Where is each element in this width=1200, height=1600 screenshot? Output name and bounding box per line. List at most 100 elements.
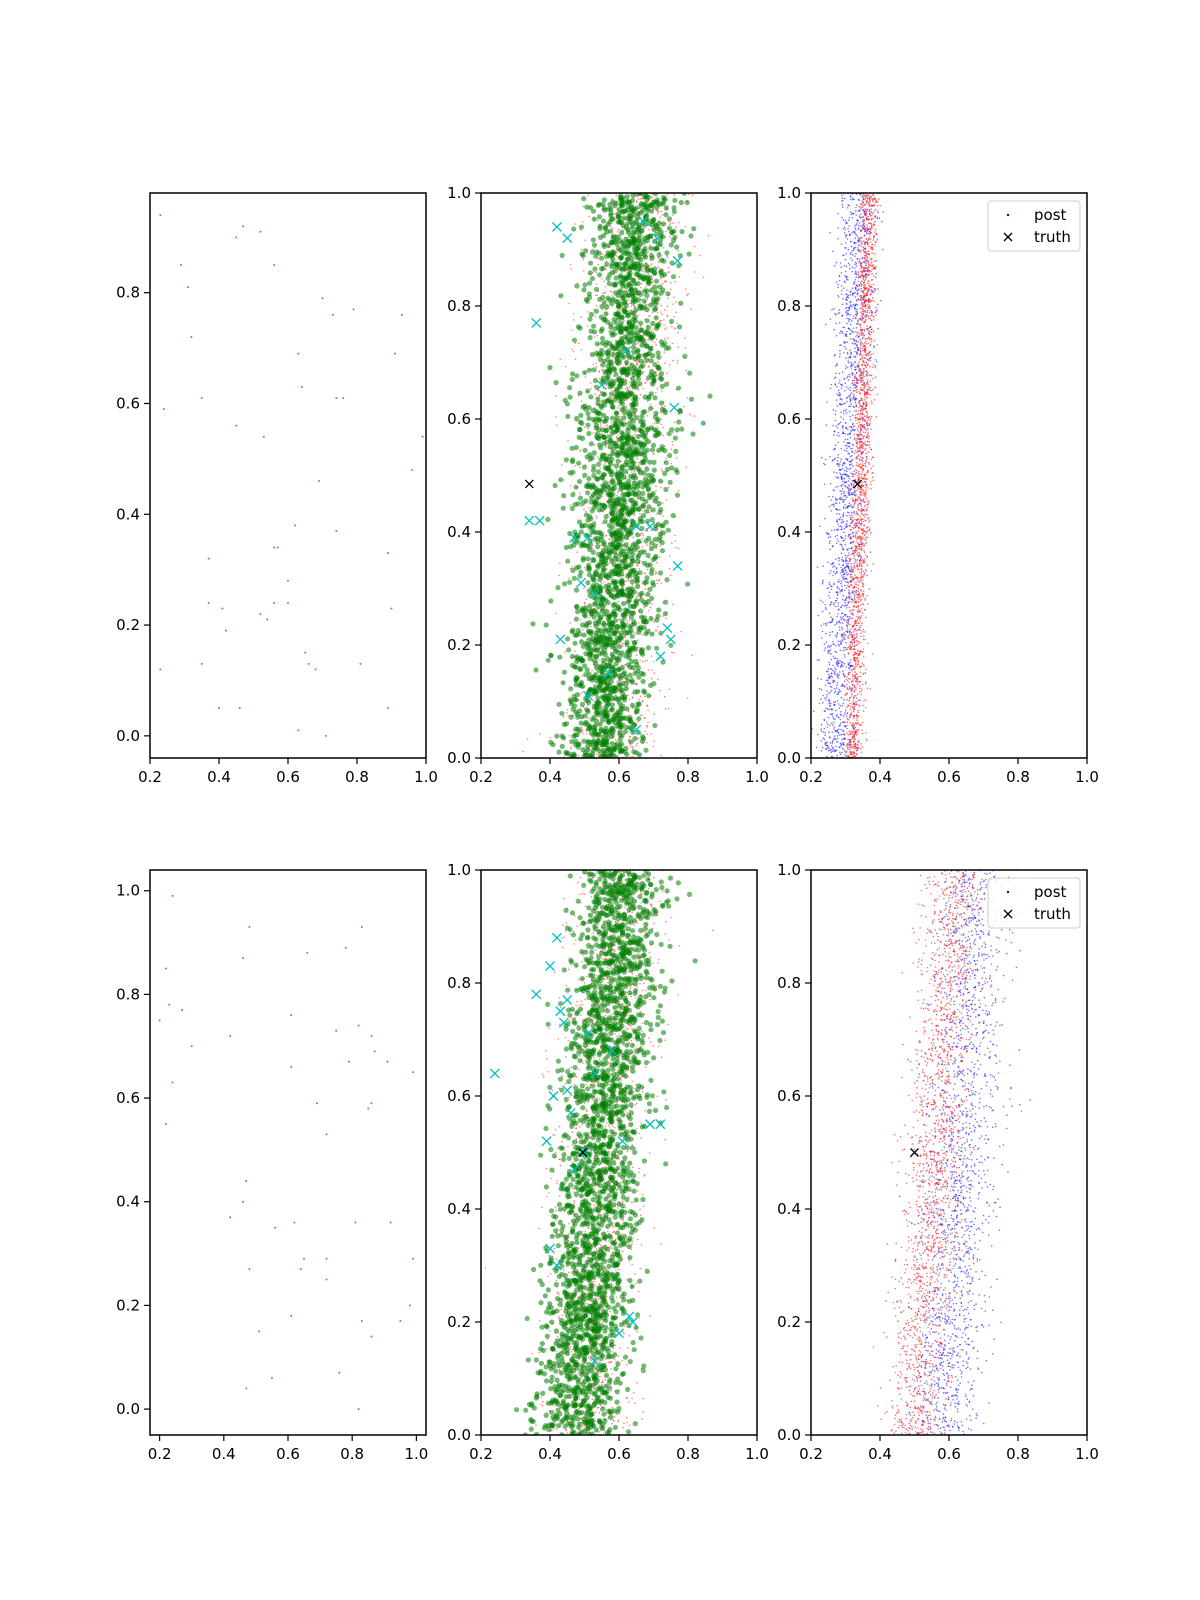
red-sample-point — [702, 276, 705, 279]
green-sample-point — [678, 300, 684, 306]
green-sample-point — [630, 344, 637, 350]
green-sample-point — [652, 414, 659, 420]
blue-sample-point — [835, 636, 838, 638]
red-sample-point — [636, 742, 639, 745]
green-sample-point — [623, 284, 629, 290]
green-sample-point — [648, 391, 654, 397]
green-sample-point — [611, 346, 617, 352]
data-point — [273, 546, 276, 549]
red-sample-point — [639, 695, 642, 697]
green-sample-point — [602, 519, 608, 525]
red-sample-point — [668, 271, 671, 273]
green-sample-point — [618, 247, 624, 253]
red-sample-point — [647, 250, 649, 253]
red-sample-point — [674, 534, 676, 537]
green-sample-point — [600, 657, 607, 663]
green-sample-point — [635, 280, 641, 287]
data-point — [331, 313, 334, 316]
green-sample-point — [632, 356, 639, 362]
green-sample-point — [644, 508, 650, 514]
green-sample-point — [547, 364, 553, 371]
green-sample-point — [618, 537, 624, 543]
blue-sample-point — [823, 710, 826, 712]
red-sample-point — [693, 245, 696, 248]
cyan-x-marker — [562, 233, 573, 244]
green-sample-point — [586, 405, 592, 411]
red-sample-point — [606, 424, 609, 426]
green-sample-point — [631, 310, 637, 317]
red-sample-point — [636, 363, 638, 366]
green-sample-point — [658, 478, 664, 484]
red-sample-point — [655, 485, 657, 487]
data-point — [259, 230, 262, 233]
blue-sample-point — [840, 411, 842, 414]
panel-top-middle: 0.2 0.4 0.6 0.8 1.00.00.20.40.60.81.0 — [447, 184, 769, 786]
green-sample-point — [637, 369, 643, 376]
green-sample-point — [577, 495, 584, 501]
green-sample-point — [595, 401, 601, 407]
blue-sample-point — [841, 203, 844, 206]
red-sample-point — [570, 485, 572, 487]
red-sample-point — [588, 215, 591, 218]
green-sample-point — [662, 448, 668, 454]
green-sample-point — [654, 199, 660, 205]
green-sample-point — [573, 616, 580, 622]
blue-sample-point — [836, 615, 838, 618]
green-sample-point — [634, 218, 640, 224]
red-sample-point — [653, 620, 655, 623]
green-sample-point — [608, 425, 614, 431]
green-sample-point — [660, 221, 667, 227]
green-sample-point — [609, 733, 615, 740]
green-sample-point — [609, 511, 615, 517]
green-sample-point — [618, 348, 624, 354]
blue-sample-point — [839, 591, 841, 593]
green-sample-point — [666, 225, 673, 231]
green-sample-point — [610, 415, 616, 421]
x-tick-label: 0.4 — [207, 768, 231, 786]
blue-sample-point — [833, 434, 835, 436]
green-sample-point — [618, 367, 625, 373]
green-sample-point — [613, 537, 620, 543]
blue-sample-point — [828, 505, 831, 508]
green-sample-point — [602, 391, 608, 398]
green-sample-point — [678, 199, 684, 206]
red-sample-point — [615, 469, 618, 471]
green-sample-point — [573, 709, 579, 715]
red-sample-point — [655, 344, 657, 346]
red-sample-point — [671, 342, 674, 345]
green-sample-point — [623, 504, 630, 510]
red-sample-point — [655, 513, 658, 515]
red-sample-point — [676, 322, 678, 325]
green-sample-point — [642, 452, 648, 458]
red-sample-point — [610, 421, 612, 424]
green-sample-point — [599, 557, 605, 563]
green-sample-point — [610, 498, 616, 504]
blue-sample-point — [866, 208, 869, 211]
green-sample-point — [589, 751, 595, 757]
blue-sample-point — [851, 443, 854, 446]
green-sample-point — [572, 632, 579, 638]
green-sample-point — [609, 741, 615, 747]
blue-sample-point — [843, 527, 846, 530]
blue-sample-point — [845, 293, 847, 295]
green-sample-point — [649, 287, 655, 293]
green-sample-point — [591, 727, 598, 734]
green-sample-point — [649, 267, 655, 273]
green-sample-point — [600, 553, 606, 559]
green-sample-point — [635, 689, 641, 695]
green-sample-point — [628, 546, 634, 552]
data-point — [190, 336, 193, 339]
green-sample-point — [585, 490, 591, 496]
blue-sample-point — [839, 629, 841, 631]
blue-sample-point — [845, 620, 847, 622]
cyan-x-marker — [662, 623, 673, 634]
blue-sample-point — [822, 565, 824, 567]
green-sample-point — [642, 353, 648, 359]
green-sample-point — [601, 358, 607, 364]
green-sample-point — [658, 506, 664, 513]
blue-sample-point — [851, 428, 854, 430]
red-sample-point — [673, 421, 676, 424]
green-sample-point — [620, 354, 627, 360]
blue-sample-point — [842, 488, 844, 490]
green-sample-point — [587, 547, 593, 553]
